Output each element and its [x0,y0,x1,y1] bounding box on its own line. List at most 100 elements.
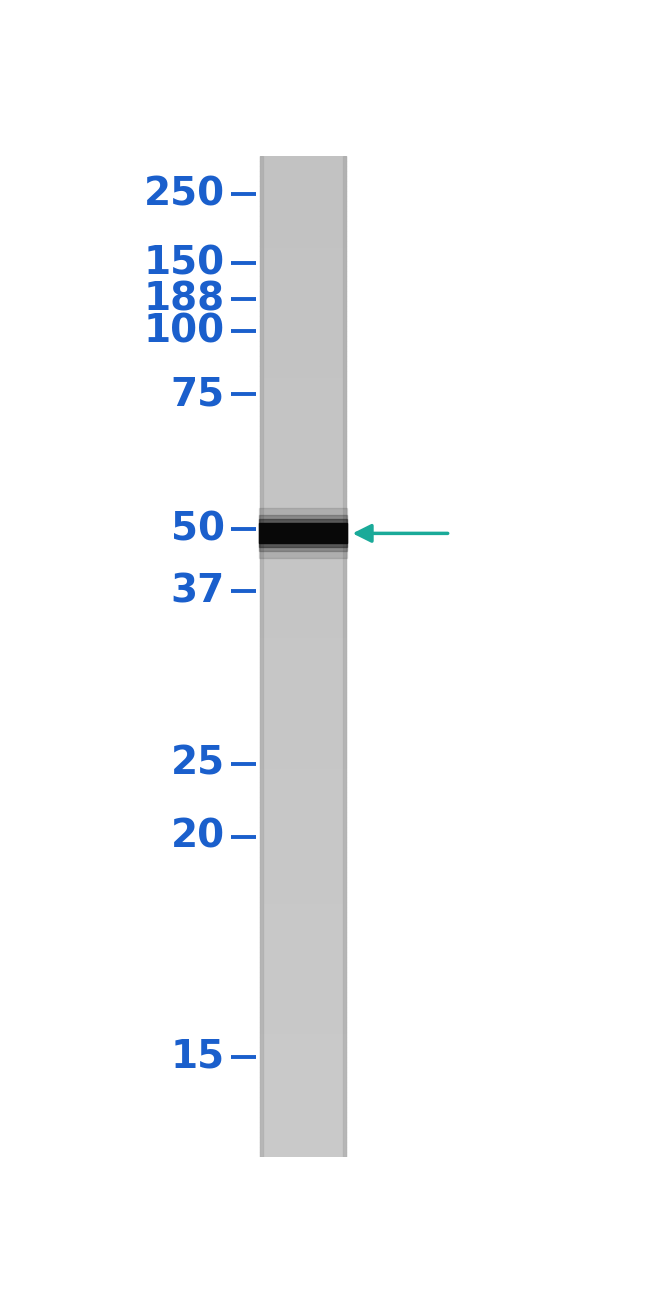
Bar [260,606,346,611]
Bar [260,462,346,467]
Bar [260,846,346,852]
Bar [260,716,346,722]
Bar [260,226,346,231]
Bar [260,467,346,472]
Bar [260,797,346,802]
Bar [343,156,346,1157]
Bar [260,816,346,822]
Bar [260,1127,346,1132]
Text: 20: 20 [171,818,225,855]
Bar [260,667,346,672]
Bar [260,1041,346,1046]
Bar [260,456,346,461]
Bar [260,316,346,321]
Bar [260,887,346,892]
Bar [260,857,346,862]
Bar [260,276,346,281]
Bar [260,897,346,902]
Bar [260,776,346,781]
Bar [260,172,346,176]
Bar [260,272,346,276]
Bar [260,702,346,707]
Bar [260,346,346,351]
Bar [260,437,346,441]
Bar [260,441,346,446]
Bar [260,426,346,432]
Bar [260,541,346,546]
Bar [260,711,346,716]
Bar [260,1102,346,1108]
Bar [260,741,346,746]
Bar [260,191,346,196]
Bar [260,911,346,916]
Bar [260,367,346,372]
Bar [260,676,346,681]
Bar [260,511,346,516]
Bar [260,1138,346,1141]
Bar [260,351,346,356]
Bar [260,987,346,992]
Bar [260,1067,346,1072]
Bar [260,386,346,391]
Bar [260,186,346,191]
Bar [260,202,346,207]
Bar [260,627,346,632]
Bar [260,641,346,646]
Bar [260,341,346,346]
Bar [260,972,346,976]
Bar [260,581,346,586]
Bar [260,521,346,527]
Bar [260,551,346,556]
Bar [260,176,346,181]
Bar [260,832,346,837]
Text: 25: 25 [171,745,225,783]
Bar [260,237,346,240]
Bar [260,751,346,757]
Bar [260,992,346,997]
Bar [260,672,346,676]
Bar [260,811,346,816]
Bar [260,481,346,486]
Bar [260,296,346,302]
Bar [260,746,346,751]
Bar [260,451,346,456]
Bar [259,524,347,543]
Bar [260,156,346,161]
Bar [260,881,346,887]
Bar [260,281,346,286]
Bar [260,491,346,497]
Bar [260,637,346,641]
Bar [260,916,346,922]
Bar [260,767,346,772]
Bar [260,862,346,867]
Bar [260,411,346,416]
Bar [260,326,346,332]
Bar [260,311,346,316]
Bar [260,997,346,1002]
Bar [260,772,346,776]
Bar [260,1147,346,1152]
Bar [260,532,346,537]
Bar [260,1152,346,1157]
Bar [260,406,346,411]
Bar [260,497,346,502]
Bar [260,472,346,476]
Bar [260,1132,346,1138]
Bar [260,476,346,481]
Bar [260,1057,346,1062]
Bar [260,391,346,396]
Bar [260,526,346,532]
Text: 50: 50 [171,511,225,549]
Bar [260,402,346,406]
Bar [260,616,346,621]
Bar [260,727,346,732]
Bar [260,416,346,421]
Bar [260,576,346,581]
Bar [260,662,346,667]
Bar [260,786,346,792]
Bar [260,251,346,256]
Bar [260,372,346,376]
Bar [260,1076,346,1082]
Bar [260,1017,346,1022]
Bar [260,337,346,341]
